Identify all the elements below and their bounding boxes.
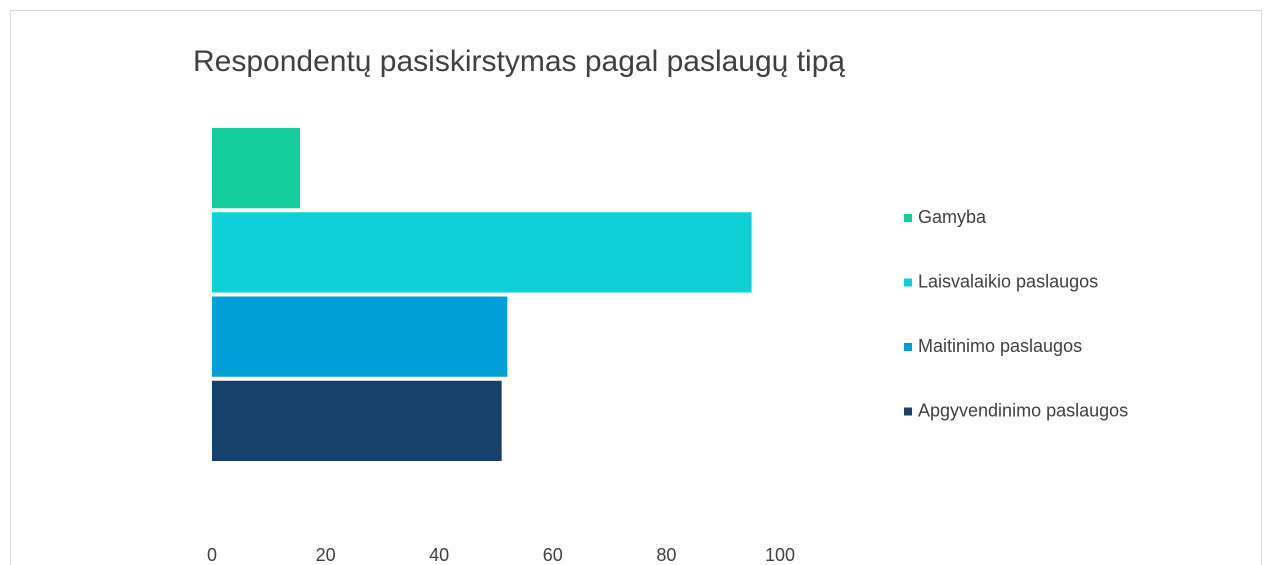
x-tick-label: 20: [316, 545, 336, 565]
legend-marker: [904, 214, 912, 222]
chart-title: Respondentų pasiskirstymas pagal paslaug…: [193, 45, 845, 78]
x-tick-label: 80: [656, 545, 676, 565]
x-tick-label: 100: [765, 545, 795, 565]
bar: [212, 296, 508, 377]
bar: [212, 128, 301, 209]
legend-marker: [904, 278, 912, 287]
legend-label: Apgyvendinimo paslaugos: [918, 400, 1128, 420]
legend-marker: [904, 407, 912, 416]
legend-marker: [904, 343, 912, 351]
legend-label: Maitinimo paslaugos: [918, 336, 1082, 356]
legend-label: Gamyba: [918, 207, 987, 227]
legend-label: Laisvalaikio paslaugos: [918, 271, 1098, 291]
x-tick-label: 60: [543, 545, 563, 565]
bar: [212, 380, 502, 461]
x-tick-label: 40: [429, 545, 449, 565]
bar: [212, 212, 752, 293]
x-tick-label: 0: [207, 545, 217, 565]
